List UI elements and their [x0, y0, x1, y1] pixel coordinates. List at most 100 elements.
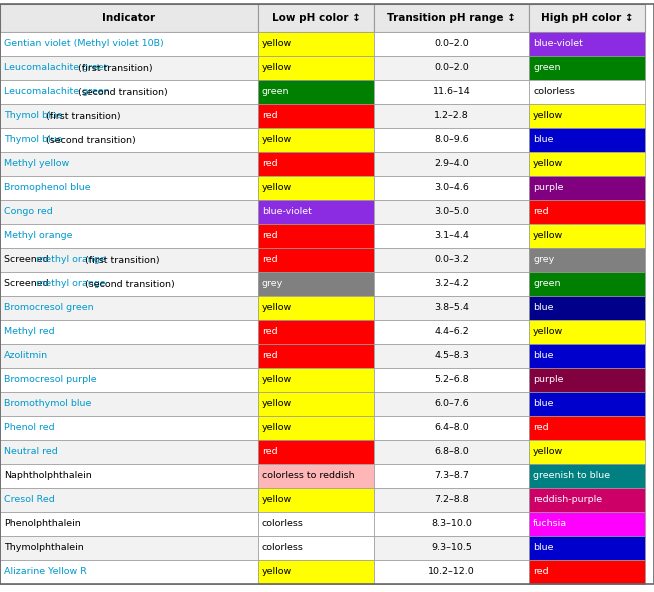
Text: yellow: yellow	[262, 423, 292, 433]
Text: Bromophenol blue: Bromophenol blue	[4, 184, 91, 192]
Text: Methyl red: Methyl red	[4, 327, 55, 336]
Text: 7.2–8.8: 7.2–8.8	[434, 496, 469, 504]
Text: red: red	[262, 159, 278, 169]
Bar	[0, 56, 258, 80]
Text: 0.0–2.0: 0.0–2.0	[434, 63, 469, 72]
Bar	[258, 272, 374, 296]
Text: red: red	[533, 208, 549, 217]
Bar	[374, 320, 529, 344]
Text: Phenolphthalein: Phenolphthalein	[4, 520, 80, 529]
Bar	[529, 4, 645, 32]
Bar	[0, 392, 258, 416]
Bar	[0, 200, 258, 224]
Text: 11.6–14: 11.6–14	[433, 88, 470, 96]
Bar	[258, 176, 374, 200]
Text: yellow: yellow	[262, 496, 292, 504]
Bar	[529, 176, 645, 200]
Bar	[529, 224, 645, 248]
Bar	[258, 224, 374, 248]
Text: 9.3–10.5: 9.3–10.5	[431, 543, 472, 552]
Bar	[529, 296, 645, 320]
Bar	[258, 392, 374, 416]
Text: Neutral red: Neutral red	[4, 448, 58, 456]
Text: yellow: yellow	[262, 136, 292, 144]
Text: Bromocresol green: Bromocresol green	[4, 304, 94, 313]
Text: (first transition): (first transition)	[75, 63, 152, 72]
Bar	[374, 104, 529, 128]
Text: yellow: yellow	[533, 327, 563, 336]
Bar	[529, 344, 645, 368]
Bar	[374, 416, 529, 440]
Text: 8.3–10.0: 8.3–10.0	[431, 520, 472, 529]
Text: 5.2–6.8: 5.2–6.8	[434, 375, 469, 384]
Text: yellow: yellow	[262, 568, 292, 577]
Text: 3.2–4.2: 3.2–4.2	[434, 279, 469, 288]
Bar	[529, 488, 645, 512]
Text: yellow: yellow	[533, 448, 563, 456]
Text: blue: blue	[533, 352, 553, 361]
Bar	[258, 464, 374, 488]
Bar	[0, 272, 258, 296]
Bar	[0, 488, 258, 512]
Text: (second transition): (second transition)	[82, 279, 175, 288]
Text: (second transition): (second transition)	[43, 136, 135, 144]
Text: 3.8–5.4: 3.8–5.4	[434, 304, 469, 313]
Text: Bromocresol purple: Bromocresol purple	[4, 375, 97, 384]
Bar	[529, 464, 645, 488]
Bar	[0, 152, 258, 176]
Text: 0.0–2.0: 0.0–2.0	[434, 40, 469, 49]
Text: blue-violet: blue-violet	[533, 40, 583, 49]
Text: grey: grey	[533, 256, 554, 265]
Bar	[529, 80, 645, 104]
Bar	[258, 440, 374, 464]
Bar	[0, 80, 258, 104]
Text: blue: blue	[533, 400, 553, 408]
Text: yellow: yellow	[533, 231, 563, 240]
Bar	[374, 488, 529, 512]
Bar	[258, 56, 374, 80]
Text: Indicator: Indicator	[103, 13, 156, 23]
Text: methyl orange: methyl orange	[36, 279, 105, 288]
Bar	[529, 128, 645, 152]
Bar	[258, 248, 374, 272]
Text: Thymolphthalein: Thymolphthalein	[4, 543, 84, 552]
Bar	[258, 560, 374, 584]
Text: blue: blue	[533, 136, 553, 144]
Text: Cresol Red: Cresol Red	[4, 496, 55, 504]
Text: colorless: colorless	[262, 520, 304, 529]
Text: 6.4–8.0: 6.4–8.0	[434, 423, 469, 433]
Bar	[529, 392, 645, 416]
Text: 10.2–12.0: 10.2–12.0	[428, 568, 475, 577]
Bar	[0, 560, 258, 584]
Bar	[258, 80, 374, 104]
Text: yellow: yellow	[262, 400, 292, 408]
Bar	[0, 512, 258, 536]
Text: 4.4–6.2: 4.4–6.2	[434, 327, 469, 336]
Bar	[0, 440, 258, 464]
Text: yellow: yellow	[262, 184, 292, 192]
Bar	[374, 200, 529, 224]
Text: blue: blue	[533, 543, 553, 552]
Text: red: red	[262, 111, 278, 121]
Bar	[529, 32, 645, 56]
Bar	[0, 248, 258, 272]
Text: greenish to blue: greenish to blue	[533, 471, 610, 481]
Text: yellow: yellow	[262, 40, 292, 49]
Text: colorless: colorless	[533, 88, 575, 96]
Text: yellow: yellow	[533, 159, 563, 169]
Text: methyl orange: methyl orange	[36, 256, 105, 265]
Bar	[374, 440, 529, 464]
Bar	[374, 248, 529, 272]
Text: red: red	[262, 256, 278, 265]
Text: 3.1–4.4: 3.1–4.4	[434, 231, 469, 240]
Text: fuchsia: fuchsia	[533, 520, 567, 529]
Text: Low pH color ↕: Low pH color ↕	[271, 13, 360, 23]
Bar	[0, 464, 258, 488]
Text: Gentian violet (Methyl violet 10B): Gentian violet (Methyl violet 10B)	[4, 40, 164, 49]
Bar	[0, 4, 258, 32]
Text: reddish-purple: reddish-purple	[533, 496, 602, 504]
Text: 3.0–5.0: 3.0–5.0	[434, 208, 469, 217]
Bar	[529, 512, 645, 536]
Bar	[529, 200, 645, 224]
Bar	[374, 536, 529, 560]
